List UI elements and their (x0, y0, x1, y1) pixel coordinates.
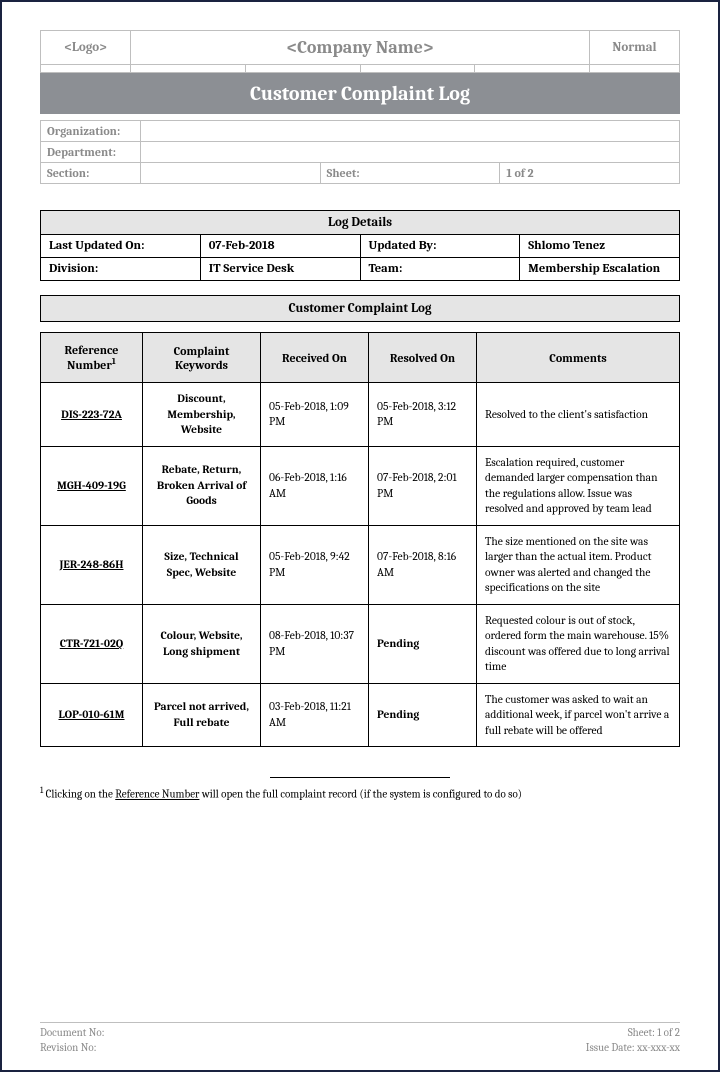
received-cell: 05-Feb-2018, 1:09 PM (261, 383, 369, 447)
col-keywords: Complaint Keywords (143, 333, 261, 383)
comments-cell: Resolved to the client's satisfaction (477, 383, 680, 447)
received-cell: 03-Feb-2018, 11:21 AM (261, 683, 369, 747)
logo-placeholder: <Logo> (41, 31, 131, 65)
footer-left: Document No: Revision No: (40, 1026, 105, 1056)
table-row: JER-248-86HSize, Technical Spec, Website… (41, 525, 680, 604)
log-details-table: Log Details Last Updated On: 07-Feb-2018… (40, 210, 680, 281)
ref-link[interactable]: LOP-010-61M (41, 683, 143, 747)
complaint-section-title: Customer Complaint Log (40, 295, 680, 322)
updated-by-label: Updated By: (360, 235, 520, 258)
department-value (141, 142, 680, 163)
division-label: Division: (41, 258, 201, 281)
table-row: DIS-223-72ADiscount, Membership, Website… (41, 383, 680, 447)
ref-link[interactable]: DIS-223-72A (41, 383, 143, 447)
col-comments: Comments (477, 333, 680, 383)
team-value: Membership Escalation (520, 258, 680, 281)
keywords-cell: Rebate, Return, Broken Arrival of Goods (143, 446, 261, 525)
keywords-cell: Size, Technical Spec, Website (143, 525, 261, 604)
footnote-separator (270, 777, 450, 778)
last-updated-label: Last Updated On: (41, 235, 201, 258)
footer-issue: Issue Date: xx-xxx-xx (586, 1041, 680, 1056)
col-resolved: Resolved On (369, 333, 477, 383)
ref-link[interactable]: CTR-721-02Q (41, 604, 143, 683)
organization-value (141, 121, 680, 142)
footer-right: Sheet: 1 of 2 Issue Date: xx-xxx-xx (586, 1026, 680, 1056)
document-footer: Document No: Revision No: Sheet: 1 of 2 … (40, 1022, 680, 1056)
comments-cell: The customer was asked to wait an additi… (477, 683, 680, 747)
division-value: IT Service Desk (200, 258, 360, 281)
sheet-value: 1 of 2 (500, 163, 680, 184)
received-cell: 08-Feb-2018, 10:37 PM (261, 604, 369, 683)
updated-by-value: Shlomo Tenez (520, 235, 680, 258)
keywords-cell: Discount, Membership, Website (143, 383, 261, 447)
footnote-text: 1 Clicking on the Reference Number will … (40, 786, 680, 802)
comments-cell: The size mentioned on the site was large… (477, 525, 680, 604)
received-cell: 05-Feb-2018, 9:42 PM (261, 525, 369, 604)
resolved-cell: 07-Feb-2018, 2:01 PM (369, 446, 477, 525)
resolved-cell: 05-Feb-2018, 3:12 PM (369, 383, 477, 447)
resolved-cell: 07-Feb-2018, 8:16 AM (369, 525, 477, 604)
table-row: LOP-010-61MParcel not arrived, Full reba… (41, 683, 680, 747)
keywords-cell: Colour, Website, Long shipment (143, 604, 261, 683)
team-label: Team: (360, 258, 520, 281)
rev-no-label: Revision No: (40, 1041, 105, 1056)
received-cell: 06-Feb-2018, 1:16 AM (261, 446, 369, 525)
log-details-title: Log Details (41, 211, 680, 235)
header-table: <Logo> <Company Name> Normal (40, 30, 680, 73)
footer-sheet: Sheet: 1 of 2 (586, 1026, 680, 1041)
doc-no-label: Document No: (40, 1026, 105, 1041)
col-received: Received On (261, 333, 369, 383)
organization-label: Organization: (41, 121, 141, 142)
status-cell: Normal (590, 31, 680, 65)
document-page: <Logo> <Company Name> Normal Customer Co… (0, 0, 720, 1072)
last-updated-value: 07-Feb-2018 (200, 235, 360, 258)
resolved-cell: Pending (369, 683, 477, 747)
section-label: Section: (41, 163, 141, 184)
table-row: CTR-721-02QColour, Website, Long shipmen… (41, 604, 680, 683)
ref-link[interactable]: JER-248-86H (41, 525, 143, 604)
title-band: Customer Complaint Log (40, 73, 680, 114)
comments-cell: Requested colour is out of stock, ordere… (477, 604, 680, 683)
section-value (141, 163, 321, 184)
meta-table: Organization: Department: Section: Sheet… (40, 120, 680, 184)
keywords-cell: Parcel not arrived, Full rebate (143, 683, 261, 747)
table-row: MGH-409-19GRebate, Return, Broken Arriva… (41, 446, 680, 525)
ref-link[interactable]: MGH-409-19G (41, 446, 143, 525)
company-name-placeholder: <Company Name> (131, 31, 590, 65)
sheet-label: Sheet: (320, 163, 500, 184)
complaint-table: Reference Number1 Complaint Keywords Rec… (40, 332, 680, 747)
resolved-cell: Pending (369, 604, 477, 683)
col-ref: Reference Number1 (41, 333, 143, 383)
comments-cell: Escalation required, customer demanded l… (477, 446, 680, 525)
department-label: Department: (41, 142, 141, 163)
